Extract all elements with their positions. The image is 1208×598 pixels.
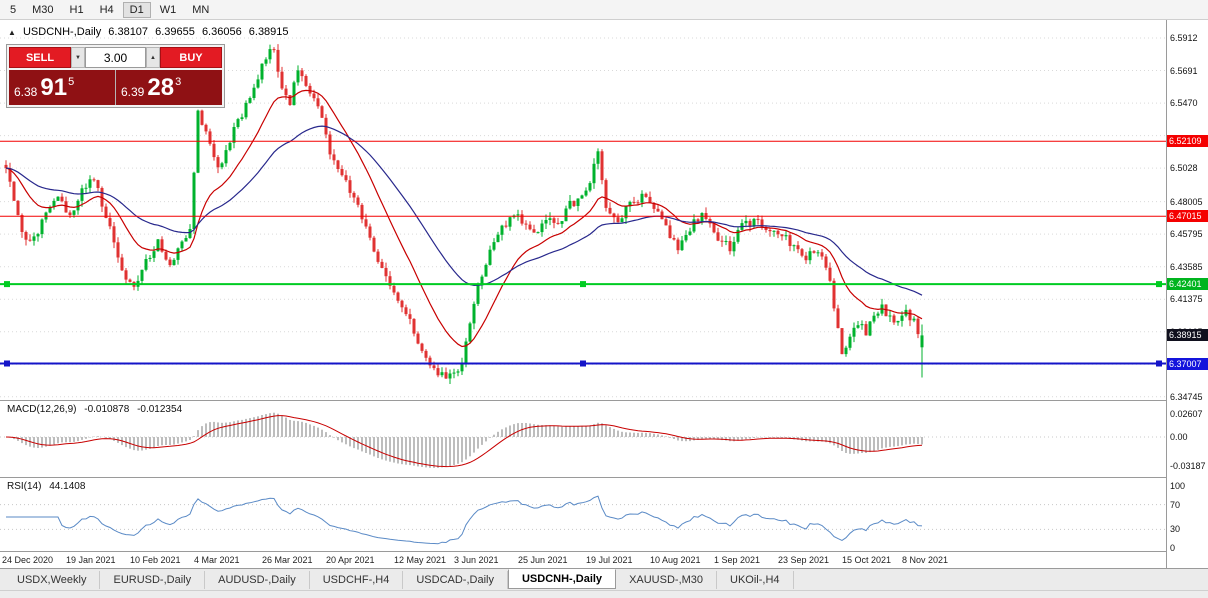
sell-price-prefix: 6.38 — [14, 84, 38, 99]
chart-tabs-bar: USDX,Weekly EURUSD-,Daily AUDUSD-,Daily USD… — [0, 568, 1208, 590]
price-axis-separator — [1166, 20, 1167, 568]
rsi-axis-label: 30 — [1170, 524, 1181, 534]
buy-button[interactable]: BUY — [160, 47, 222, 68]
chart-title: ▲ USDCNH-,Daily 6.38107 6.39655 6.36056 … — [8, 26, 293, 38]
date-label: 10 Feb 2021 — [130, 555, 181, 565]
one-click-collapse-icon[interactable]: ▲ — [8, 28, 16, 37]
macd-axis-label: 0.02607 — [1170, 409, 1203, 419]
price-tick-label: 6.5028 — [1170, 163, 1198, 173]
chart-tab-usdcad[interactable]: USDCAD-,Daily — [403, 570, 508, 589]
macd-axis-label: -0.03187 — [1170, 461, 1206, 471]
chart-tab-usdx[interactable]: USDX,Weekly — [4, 570, 101, 589]
rsi-value: 44.1408 — [49, 481, 86, 492]
price-tick-label: 6.5912 — [1170, 33, 1198, 43]
date-label: 4 Mar 2021 — [194, 555, 240, 565]
chart-tab-xauusd[interactable]: XAUUSD-,M30 — [616, 570, 718, 589]
price-tick-label: 6.48005 — [1170, 197, 1203, 207]
chart-macd-separator[interactable] — [0, 400, 1166, 401]
date-label: 25 Jun 2021 — [518, 555, 568, 565]
date-label: 10 Aug 2021 — [650, 555, 701, 565]
macd-title: MACD(12,26,9) -0.010878 -0.012354 — [7, 404, 187, 415]
chart-tab-audusd[interactable]: AUDUSD-,Daily — [205, 570, 310, 589]
volume-input[interactable] — [85, 47, 146, 68]
symbol-name: USDCNH-,Daily — [22, 26, 102, 38]
timeframe-button-w1[interactable]: W1 — [159, 3, 177, 16]
volume-decrease-button[interactable]: ▼ — [71, 47, 85, 68]
one-click-trade-panel: SELL ▼ ▲ BUY 6.38 91 5 6.39 28 3 — [6, 44, 225, 108]
ohlc-close: 6.38915 — [248, 26, 289, 38]
rsi-axis-label: 70 — [1170, 500, 1181, 510]
price-tick-label: 6.41375 — [1170, 294, 1203, 304]
rsi-panel-canvas[interactable] — [0, 478, 1166, 551]
chart-tab-eurusd[interactable]: EURUSD-,Daily — [100, 570, 206, 589]
rsi-axis-label: 0 — [1170, 543, 1176, 553]
sell-button[interactable]: SELL — [9, 47, 71, 68]
chart-tab-ukoil[interactable]: UKOil-,H4 — [717, 570, 794, 589]
timeframe-button-d1[interactable]: D1 — [122, 1, 151, 18]
date-label: 26 Mar 2021 — [262, 555, 313, 565]
macd-axis-label: 0.00 — [1170, 432, 1188, 442]
date-label: 1 Sep 2021 — [714, 555, 761, 565]
volume-increase-button[interactable]: ▲ — [146, 47, 160, 68]
price-tick-label: 6.34745 — [1170, 392, 1203, 402]
ohlc-open: 6.38107 — [108, 26, 149, 38]
sell-price-big: 91 — [40, 73, 68, 101]
rsi-name: RSI(14) — [7, 481, 42, 492]
macd-main-value: -0.010878 — [84, 404, 130, 415]
date-axis[interactable]: 24 Dec 2020 19 Jan 2021 10 Feb 2021 4 Mar 2… — [0, 552, 1166, 567]
macd-rsi-separator[interactable] — [0, 477, 1166, 478]
buy-price-display[interactable]: 6.39 28 3 — [116, 70, 222, 105]
timeframe-button-5[interactable]: 5 — [10, 3, 17, 16]
buy-price-big: 28 — [147, 73, 175, 101]
timeframe-button-h4[interactable]: H4 — [99, 3, 114, 16]
status-strip — [0, 590, 1208, 598]
rsi-title: RSI(14) 44.1408 — [7, 481, 90, 492]
buy-price-pip: 3 — [175, 76, 182, 88]
buy-price-prefix: 6.39 — [121, 84, 145, 99]
rsi-dateaxis-separator — [0, 551, 1166, 552]
timeframe-toolbar: 5 M30 H1 H4 D1 W1 MN — [0, 0, 1208, 20]
timeframe-button-m30[interactable]: M30 — [32, 3, 54, 16]
chart-tab-usdcnh[interactable]: USDCNH-,Daily — [507, 568, 617, 589]
price-badge: 6.37007 — [1167, 358, 1208, 370]
price-badge: 6.52109 — [1167, 135, 1208, 147]
timeframe-button-mn[interactable]: MN — [192, 3, 210, 16]
date-label: 15 Oct 2021 — [842, 555, 892, 565]
macd-signal-value: -0.012354 — [137, 404, 183, 415]
date-label: 20 Apr 2021 — [326, 555, 375, 565]
price-tick-label: 6.43585 — [1170, 262, 1203, 272]
price-chart-canvas[interactable] — [0, 20, 1166, 400]
price-axis[interactable]: 6.5912 6.5691 6.5470 6.5028 6.48005 6.45795 6.… — [1167, 0, 1208, 598]
price-badge: 6.42401 — [1167, 278, 1208, 290]
date-label: 3 Jun 2021 — [454, 555, 499, 565]
date-label: 12 May 2021 — [394, 555, 447, 565]
sell-price-pip: 5 — [68, 76, 75, 88]
date-label: 8 Nov 2021 — [902, 555, 949, 565]
ohlc-low: 6.36056 — [201, 26, 242, 38]
timeframe-button-h1[interactable]: H1 — [69, 3, 84, 16]
ohlc-high: 6.39655 — [155, 26, 195, 38]
date-label: 24 Dec 2020 — [2, 555, 54, 565]
price-badge: 6.38915 — [1167, 329, 1208, 341]
sell-price-display[interactable]: 6.38 91 5 — [9, 70, 115, 105]
price-tick-label: 6.5691 — [1170, 66, 1198, 76]
date-label: 23 Sep 2021 — [778, 555, 830, 565]
date-label: 19 Jul 2021 — [586, 555, 633, 565]
price-tick-label: 6.45795 — [1170, 229, 1203, 239]
date-label: 19 Jan 2021 — [66, 555, 116, 565]
price-badge: 6.47015 — [1167, 210, 1208, 222]
price-tick-label: 6.5470 — [1170, 98, 1198, 108]
macd-name: MACD(12,26,9) — [7, 404, 77, 415]
rsi-axis-label: 100 — [1170, 481, 1186, 491]
chart-tab-usdchf[interactable]: USDCHF-,H4 — [310, 570, 404, 589]
macd-panel-canvas[interactable] — [0, 401, 1166, 477]
